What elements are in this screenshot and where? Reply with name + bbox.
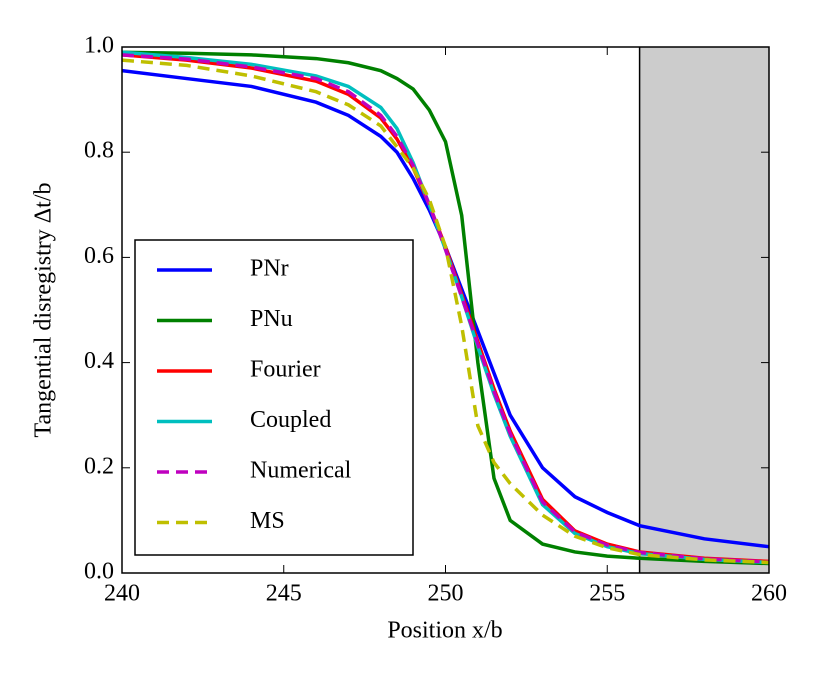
x-tick-label: 240 <box>104 581 140 607</box>
y-tick-label: 1.0 <box>84 33 114 59</box>
y-tick-label: 0.6 <box>84 243 114 269</box>
legend-label: Coupled <box>250 407 331 433</box>
x-tick-label: 250 <box>428 581 464 607</box>
x-tick-label: 245 <box>266 581 302 607</box>
series-line <box>121 53 770 564</box>
legend-label: PNr <box>250 256 289 282</box>
series-line <box>121 58 770 565</box>
legend: PNr PNu Fourier Coupled Numerical MS <box>134 239 414 556</box>
x-tick-label: 260 <box>751 581 787 607</box>
legend-label: Fourier <box>250 357 321 383</box>
series-line <box>121 50 770 566</box>
x-tick-label: 255 <box>589 581 625 607</box>
y-tick-label: 0.8 <box>84 138 114 164</box>
x-axis-label: Position x/b <box>387 618 502 644</box>
legend-label: PNu <box>250 306 293 332</box>
y-tick-label: 0.4 <box>84 348 114 374</box>
y-axis-label: Tangential disregistry Δt/b <box>31 182 57 437</box>
y-tick-label: 0.0 <box>84 559 114 585</box>
shaded-region <box>639 47 769 573</box>
y-tick-label: 0.2 <box>84 453 114 479</box>
legend-label: Numerical <box>250 458 352 484</box>
legend-label: MS <box>250 508 285 534</box>
legend-box <box>134 239 414 556</box>
